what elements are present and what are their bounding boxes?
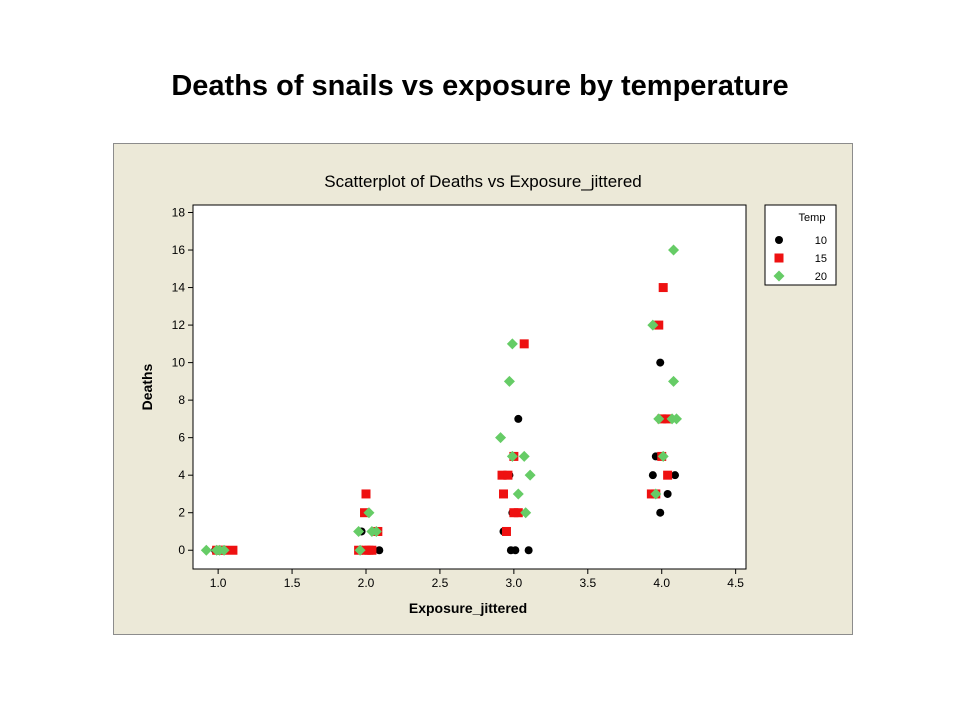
- x-tick-label: 3.0: [506, 576, 523, 590]
- point-temp-20: [363, 507, 375, 519]
- x-tick-label: 4.0: [653, 576, 670, 590]
- x-tick-label: 2.5: [432, 576, 449, 590]
- y-tick-label: 6: [178, 431, 185, 445]
- point-temp-10: [511, 546, 520, 555]
- point-temp-20: [524, 469, 536, 481]
- point-temp-15: [501, 526, 511, 536]
- chart-frame: Scatterplot of Deaths vs Exposure_jitter…: [113, 143, 853, 635]
- point-temp-10: [656, 358, 665, 367]
- point-temp-20: [653, 413, 665, 425]
- y-tick-label: 16: [172, 243, 186, 257]
- plot-area: [192, 204, 747, 570]
- legend-marker-15: [774, 253, 784, 263]
- point-temp-20: [650, 488, 662, 500]
- point-temp-20: [666, 413, 678, 425]
- x-tick-label: 3.5: [579, 576, 596, 590]
- slide-title: Deaths of snails vs exposure by temperat…: [171, 70, 789, 102]
- y-axis: 0 2 4 6 8 10 12 14 16 18: [172, 206, 193, 557]
- legend-box: [764, 204, 837, 286]
- legend-label-20: 20: [815, 271, 827, 283]
- point-temp-20: [218, 544, 230, 556]
- point-temp-20: [647, 319, 659, 331]
- x-axis-label: Exposure_jittered: [409, 600, 527, 616]
- point-temp-20: [512, 488, 524, 500]
- point-temp-15: [367, 545, 377, 555]
- point-temp-10: [514, 414, 523, 423]
- point-temp-10: [671, 471, 680, 480]
- y-tick-label: 0: [178, 543, 185, 557]
- point-temp-20: [506, 338, 518, 350]
- point-temp-20: [520, 507, 532, 519]
- data-points: [200, 244, 683, 556]
- legend-label-10: 10: [815, 235, 827, 247]
- legend: Temp 10 15 20: [764, 204, 837, 286]
- y-tick-label: 2: [178, 506, 185, 520]
- x-tick-label: 1.0: [210, 576, 227, 590]
- point-temp-20: [668, 244, 680, 256]
- point-temp-10: [656, 508, 665, 517]
- y-tick-label: 14: [172, 281, 186, 295]
- legend-marker-10: [775, 236, 783, 244]
- point-temp-20: [503, 375, 515, 387]
- point-temp-15: [658, 283, 668, 293]
- x-axis: 1.0 1.5 2.0 2.5 3.0 3.5 4.0 4.5: [210, 569, 744, 590]
- y-tick-label: 8: [178, 393, 185, 407]
- point-temp-10: [524, 546, 533, 555]
- chart-title: Scatterplot of Deaths vs Exposure_jitter…: [324, 172, 642, 191]
- point-temp-10: [648, 471, 657, 480]
- point-temp-15: [503, 470, 513, 480]
- y-tick-label: 10: [172, 356, 186, 370]
- x-tick-label: 2.0: [358, 576, 375, 590]
- point-temp-15: [654, 320, 664, 330]
- point-temp-15: [663, 470, 673, 480]
- point-temp-20: [370, 525, 382, 537]
- legend-marker-20: [773, 270, 785, 282]
- x-tick-label: 4.5: [727, 576, 744, 590]
- point-temp-10: [663, 489, 672, 498]
- legend-title: Temp: [799, 212, 826, 224]
- point-temp-15: [499, 489, 509, 499]
- point-temp-20: [353, 525, 365, 537]
- y-tick-label: 4: [178, 468, 185, 482]
- point-temp-15: [519, 339, 529, 349]
- point-temp-20: [668, 375, 680, 387]
- y-tick-label: 12: [172, 318, 186, 332]
- point-temp-10: [375, 546, 384, 555]
- point-temp-15: [361, 489, 371, 499]
- y-tick-label: 18: [172, 206, 186, 220]
- point-temp-20: [506, 450, 518, 462]
- point-temp-20: [200, 544, 212, 556]
- point-temp-20: [657, 450, 669, 462]
- y-axis-label: Deaths: [139, 363, 155, 410]
- point-temp-20: [495, 432, 507, 444]
- series-temp-20: [200, 244, 683, 556]
- point-temp-20: [354, 544, 366, 556]
- legend-label-15: 15: [815, 253, 827, 265]
- point-temp-20: [518, 450, 530, 462]
- scatterplot: Scatterplot of Deaths vs Exposure_jitter…: [139, 172, 837, 616]
- point-temp-15: [228, 545, 238, 555]
- point-temp-15: [497, 470, 507, 480]
- x-tick-label: 1.5: [284, 576, 301, 590]
- point-temp-15: [513, 508, 523, 518]
